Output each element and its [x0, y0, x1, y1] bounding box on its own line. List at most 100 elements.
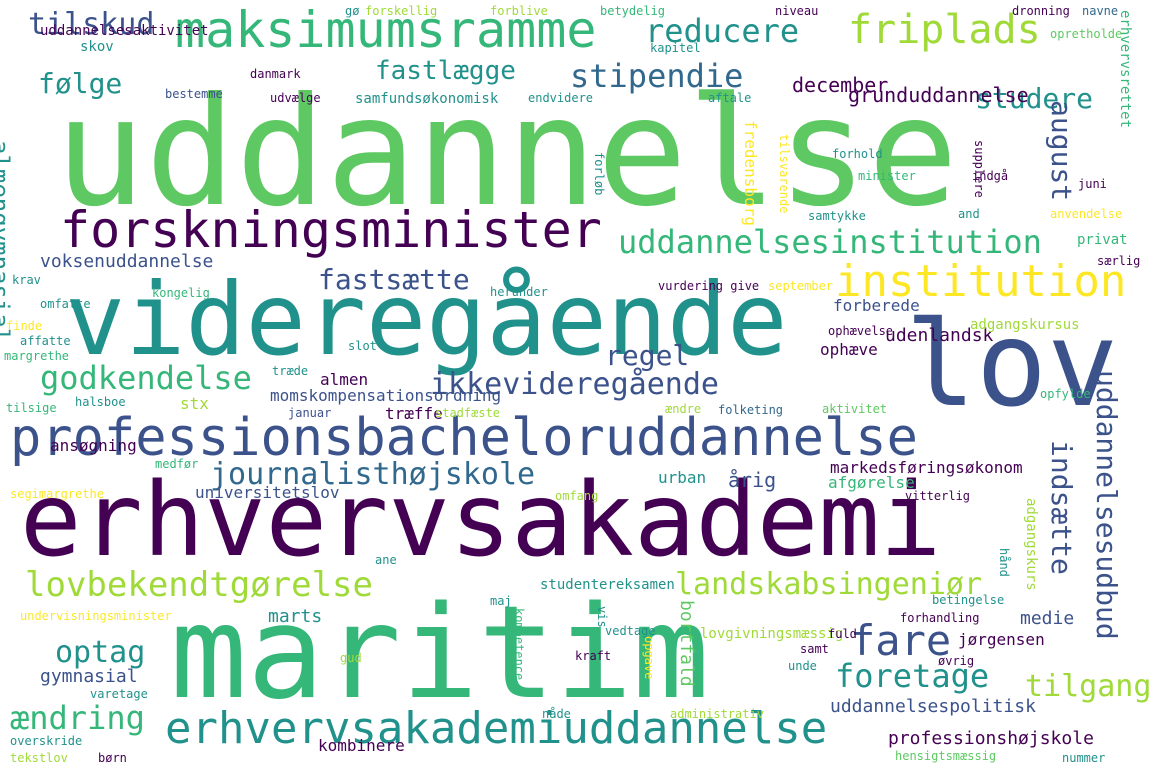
word-krav: krav [12, 273, 41, 287]
word-foelge: følge [38, 67, 123, 100]
word-uddannelsesinstitution: uddannelsesinstitution [618, 223, 1042, 261]
word-traede: træde [272, 364, 309, 378]
word-markedsfoeringsoekonom: markedsføringsøkonom [830, 458, 1023, 477]
word-samt: samt [800, 642, 829, 656]
word-erhvervsrettet: erhvervsrettet [1117, 10, 1133, 129]
word-gymnasial: gymnasial [40, 666, 138, 687]
word-oevrig: øvrig [938, 654, 975, 668]
word-aftale: aftale [708, 91, 752, 105]
word-ansoegning: ansøgning [50, 436, 137, 455]
word-momskompensationsordning: momskompensationsordning [270, 386, 502, 405]
word-tilgang: tilgang [1025, 669, 1152, 704]
word-haand: hånd [997, 548, 1011, 577]
word-professionsbacheloruddannelse: professionsbacheloruddannelse [10, 408, 918, 468]
word-bestemme: bestemme [165, 87, 223, 101]
word-adgangskursus: adgangskursus [970, 317, 1080, 333]
word-gud: gud [340, 651, 362, 665]
word-omfatte: omfatte [40, 297, 91, 311]
word-opretholde: opretholde [1050, 27, 1123, 41]
word-journalisthoejskole: journalisthøjskole [210, 457, 536, 492]
word-forhandling: forhandling [900, 611, 980, 625]
word-overskride: overskride [10, 734, 83, 748]
word-unde: unde [788, 659, 817, 673]
word-privat: privat [1077, 232, 1128, 248]
word-reducere: reducere [645, 12, 800, 50]
word-optag: optag [55, 635, 146, 670]
word-uddannelsespolitisk: uddannelsespolitisk [830, 696, 1036, 717]
word-august: august [1045, 100, 1078, 202]
word-januar: januar [288, 406, 332, 420]
word-indgaa: indgå [972, 169, 1009, 183]
word-kraft: kraft [575, 649, 612, 663]
word-segimargrethe: segimargrethe [10, 487, 104, 501]
word-traeffe: træffe [385, 404, 443, 423]
word-regel: regel [605, 339, 690, 372]
word-lovbekendtgoerelse: lovbekendtgørelse [25, 565, 373, 605]
word-varetage: varetage [90, 687, 148, 701]
word-universitetslov: universitetslov [195, 483, 340, 502]
word-forloeb: forløb [592, 152, 606, 196]
word-tilsige: tilsige [6, 401, 57, 415]
word-fuld: fuld [828, 627, 857, 641]
word-forberede: forberede [833, 296, 920, 315]
word-maritim: maritim [170, 579, 710, 728]
word-skov: skov [80, 39, 114, 55]
word-omfang: omfang [555, 489, 599, 503]
word-vedtage: vedtage [605, 624, 656, 638]
word-udenlandsk: udenlandsk [885, 325, 994, 346]
word-niveau: niveau [775, 4, 819, 18]
word-ophaeve: ophæve [820, 340, 878, 359]
word-stx: stx [180, 394, 209, 413]
word-udvaelge: udvælge [270, 91, 321, 105]
word-bortfald: bortfald [676, 600, 697, 687]
word-juni: juni [1078, 177, 1107, 191]
word-medfoer: medfør [155, 457, 199, 471]
word-herunder: herunder [490, 285, 548, 299]
word-folketing: folketing [718, 403, 784, 417]
word-institution: institution [835, 256, 1127, 307]
word-anvendelse: anvendelse [1050, 207, 1123, 221]
word-opfylde: opfylde [1040, 387, 1091, 401]
word-halsboe: halsboe [75, 395, 126, 409]
word-december: december [792, 73, 889, 97]
word-kompetence: kompetence [512, 608, 526, 681]
word-almengymnasial: almengymnasial [0, 140, 14, 343]
word-aarig: årig [728, 468, 777, 492]
word-tilsvarende: tilsvarende [777, 134, 791, 214]
word-foretage: foretage [835, 657, 990, 695]
word-professionshoejskole: professionshøjskole [888, 728, 1094, 749]
word-affatte: affatte [20, 334, 71, 348]
word-afgoerelse: afgørelse [828, 473, 915, 492]
word-stadfaeste: stadfæste [435, 406, 501, 420]
word-kongelig: kongelig [152, 286, 210, 300]
word-opgave: opgave [642, 636, 656, 680]
word-voksenuddannelse: voksenuddannelse [40, 251, 214, 272]
word-supplere: supplere [972, 140, 986, 198]
word-slot: slot [348, 339, 377, 353]
word-fare: fare [850, 616, 952, 665]
word-undervisningsminister: undervisningsminister [20, 609, 172, 623]
word-adgangskurs: adgangskurs [1023, 498, 1039, 591]
word-navne: navne [1082, 4, 1119, 18]
word-joergensen: jørgensen [958, 630, 1045, 649]
word-almen: almen [320, 370, 369, 389]
word-fastlaegge: fastlægge [375, 56, 516, 86]
word-tekstlov: tekstlov [10, 751, 68, 765]
word-indsaette: indsætte [1045, 440, 1078, 575]
word-tilskud: tilskud [28, 7, 155, 42]
word-lov: lov [905, 295, 1119, 433]
word-maksimumsramme: maksimumsramme [175, 1, 597, 59]
word-uddannelse: uddannelse [55, 66, 959, 240]
word-grunduddannelse: grunduddannelse [848, 83, 1029, 107]
word-naade: nåde [542, 707, 571, 721]
word-forskningsminister: forskningsminister [60, 201, 602, 259]
word-forblive: forblive [490, 4, 548, 18]
word-godkendelse: godkendelse [40, 359, 252, 397]
word-uddannelsesudbud: uddannelsesudbud [1090, 370, 1123, 640]
word-endvidere: endvidere [528, 91, 594, 105]
word-forskellig: forskellig [365, 4, 438, 18]
word-betingelse: betingelse [932, 593, 1005, 607]
word-ophaevelse: ophævelse [828, 324, 894, 338]
word-medie: medie [1020, 608, 1075, 629]
